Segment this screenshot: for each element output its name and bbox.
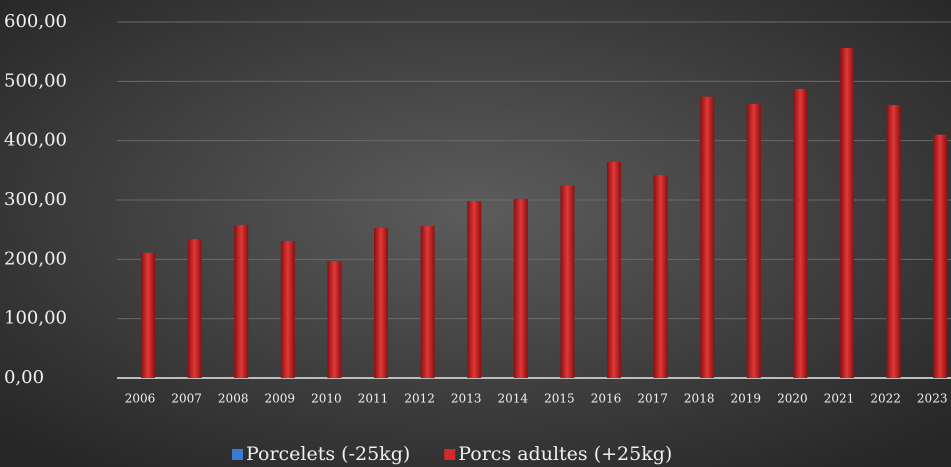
y-tick-label: 500,00 [4, 70, 67, 91]
bar [560, 185, 575, 378]
bar [327, 261, 342, 378]
x-tick-label: 2010 [311, 392, 342, 406]
x-tick-label: 2007 [171, 392, 202, 406]
bar [886, 105, 901, 379]
y-tick-label: 0,00 [4, 367, 44, 388]
bar [607, 162, 621, 378]
bar [234, 224, 249, 378]
bar [840, 48, 854, 379]
bar [467, 201, 482, 378]
x-tick-label: 2008 [218, 392, 249, 406]
bar [793, 89, 808, 379]
y-tick-label: 400,00 [4, 130, 67, 151]
y-tick-label: 100,00 [4, 308, 67, 329]
legend-label: Porcelets (-25kg) [246, 443, 410, 465]
x-tick-label: 2023 [917, 392, 948, 406]
y-tick-label: 600,00 [4, 11, 67, 32]
x-tick-label: 2016 [591, 392, 622, 406]
legend-marker [232, 449, 243, 460]
bar [420, 226, 435, 378]
x-tick-label: 2019 [731, 392, 762, 406]
bar [187, 239, 202, 378]
x-tick-label: 2022 [870, 392, 901, 406]
y-tick-label: 300,00 [4, 189, 67, 210]
x-tick-label: 2013 [451, 392, 482, 406]
legend-label: Porcs adultes (+25kg) [458, 443, 672, 465]
x-tick-label: 2014 [498, 392, 529, 406]
x-tick-label: 2017 [637, 392, 668, 406]
y-tick-label: 200,00 [4, 248, 67, 269]
bar [700, 96, 715, 378]
bar [280, 240, 295, 378]
x-tick-label: 2018 [684, 392, 715, 406]
x-tick-label: 2006 [125, 392, 156, 406]
x-tick-label: 2021 [824, 392, 855, 406]
bar [653, 175, 668, 378]
x-tick-label: 2015 [544, 392, 575, 406]
x-tick-label: 2009 [265, 392, 296, 406]
x-tick-label: 2011 [358, 392, 389, 406]
bar [746, 103, 761, 378]
bar [933, 134, 948, 378]
x-tick-label: 2020 [777, 392, 808, 406]
bar [513, 198, 528, 378]
legend-marker [444, 449, 456, 460]
bar [141, 252, 155, 378]
bar [374, 227, 388, 378]
x-tick-label: 2012 [404, 392, 435, 406]
